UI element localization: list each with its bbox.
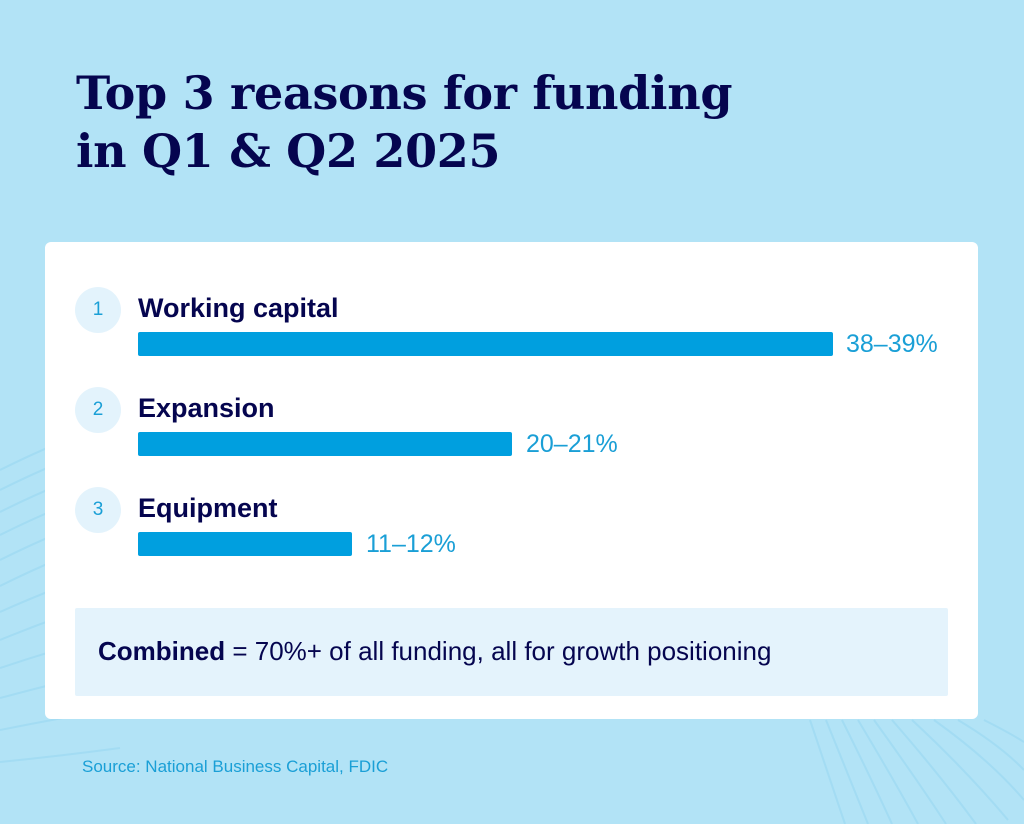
chart-title: Top 3 reasons for funding in Q1 & Q2 202… <box>76 64 733 180</box>
bar-value-label: 20–21% <box>526 430 618 458</box>
bar-value-label: 11–12% <box>366 530 456 558</box>
bar-label: Expansion <box>138 393 275 423</box>
bar <box>138 332 833 356</box>
bar <box>138 432 512 456</box>
rank-badge: 2 <box>75 387 121 433</box>
chart-card: 1 Working capital 38–39% 2 Expansion 20–… <box>45 242 978 719</box>
chart-title-line-2: in Q1 & Q2 2025 <box>76 124 501 178</box>
chart-title-line-1: Top 3 reasons for funding <box>76 66 733 120</box>
bar <box>138 532 352 556</box>
summary-bold: Combined <box>98 636 226 666</box>
bar-label: Working capital <box>138 293 339 323</box>
summary-box: Combined = 70%+ of all funding, all for … <box>75 608 948 696</box>
bar-value-label: 38–39% <box>846 330 938 358</box>
source-note: Source: National Business Capital, FDIC <box>82 757 389 776</box>
summary-rest: = 70%+ of all funding, all for growth po… <box>225 636 772 666</box>
bar-label: Equipment <box>138 493 278 523</box>
summary-text: Combined = 70%+ of all funding, all for … <box>98 634 771 668</box>
rank-badge: 3 <box>75 487 121 533</box>
rank-badge: 1 <box>75 287 121 333</box>
